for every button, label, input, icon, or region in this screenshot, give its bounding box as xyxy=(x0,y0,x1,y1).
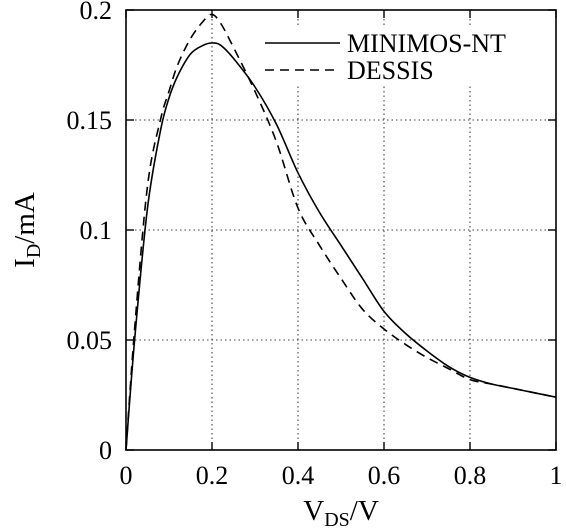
y-axis-label-sub: D xyxy=(23,244,45,258)
y-axis-label: ID/mA xyxy=(9,192,45,268)
x-axis-label-main: V xyxy=(303,495,324,527)
x-tick-label: 0.2 xyxy=(196,461,229,490)
y-tick-label: 0.05 xyxy=(67,326,113,355)
y-tick-label: 0.1 xyxy=(80,216,113,245)
x-axis-label-sub: DS xyxy=(324,509,350,531)
y-axis-label-main: I xyxy=(9,258,41,268)
y-tick-label: 0.15 xyxy=(67,106,113,135)
y-tick-label: 0 xyxy=(99,436,112,465)
legend: MINIMOS-NT DESSIS xyxy=(262,26,550,86)
x-tick-label: 0 xyxy=(120,461,133,490)
y-tick-label: 0.2 xyxy=(80,0,113,25)
x-tick-label: 0.8 xyxy=(454,461,487,490)
x-tick-label: 1 xyxy=(550,461,563,490)
x-tick-label: 0.6 xyxy=(368,461,401,490)
legend-label-minimos-nt: MINIMOS-NT xyxy=(347,29,506,58)
legend-label-dessis: DESSIS xyxy=(347,56,434,85)
x-axis-label-unit: /V xyxy=(350,495,379,527)
series-line-minimos-nt xyxy=(126,43,556,450)
y-axis-label-unit: /mA xyxy=(9,192,41,244)
x-tick-label: 0.4 xyxy=(282,461,315,490)
x-axis-label: VDS/V xyxy=(303,495,379,531)
